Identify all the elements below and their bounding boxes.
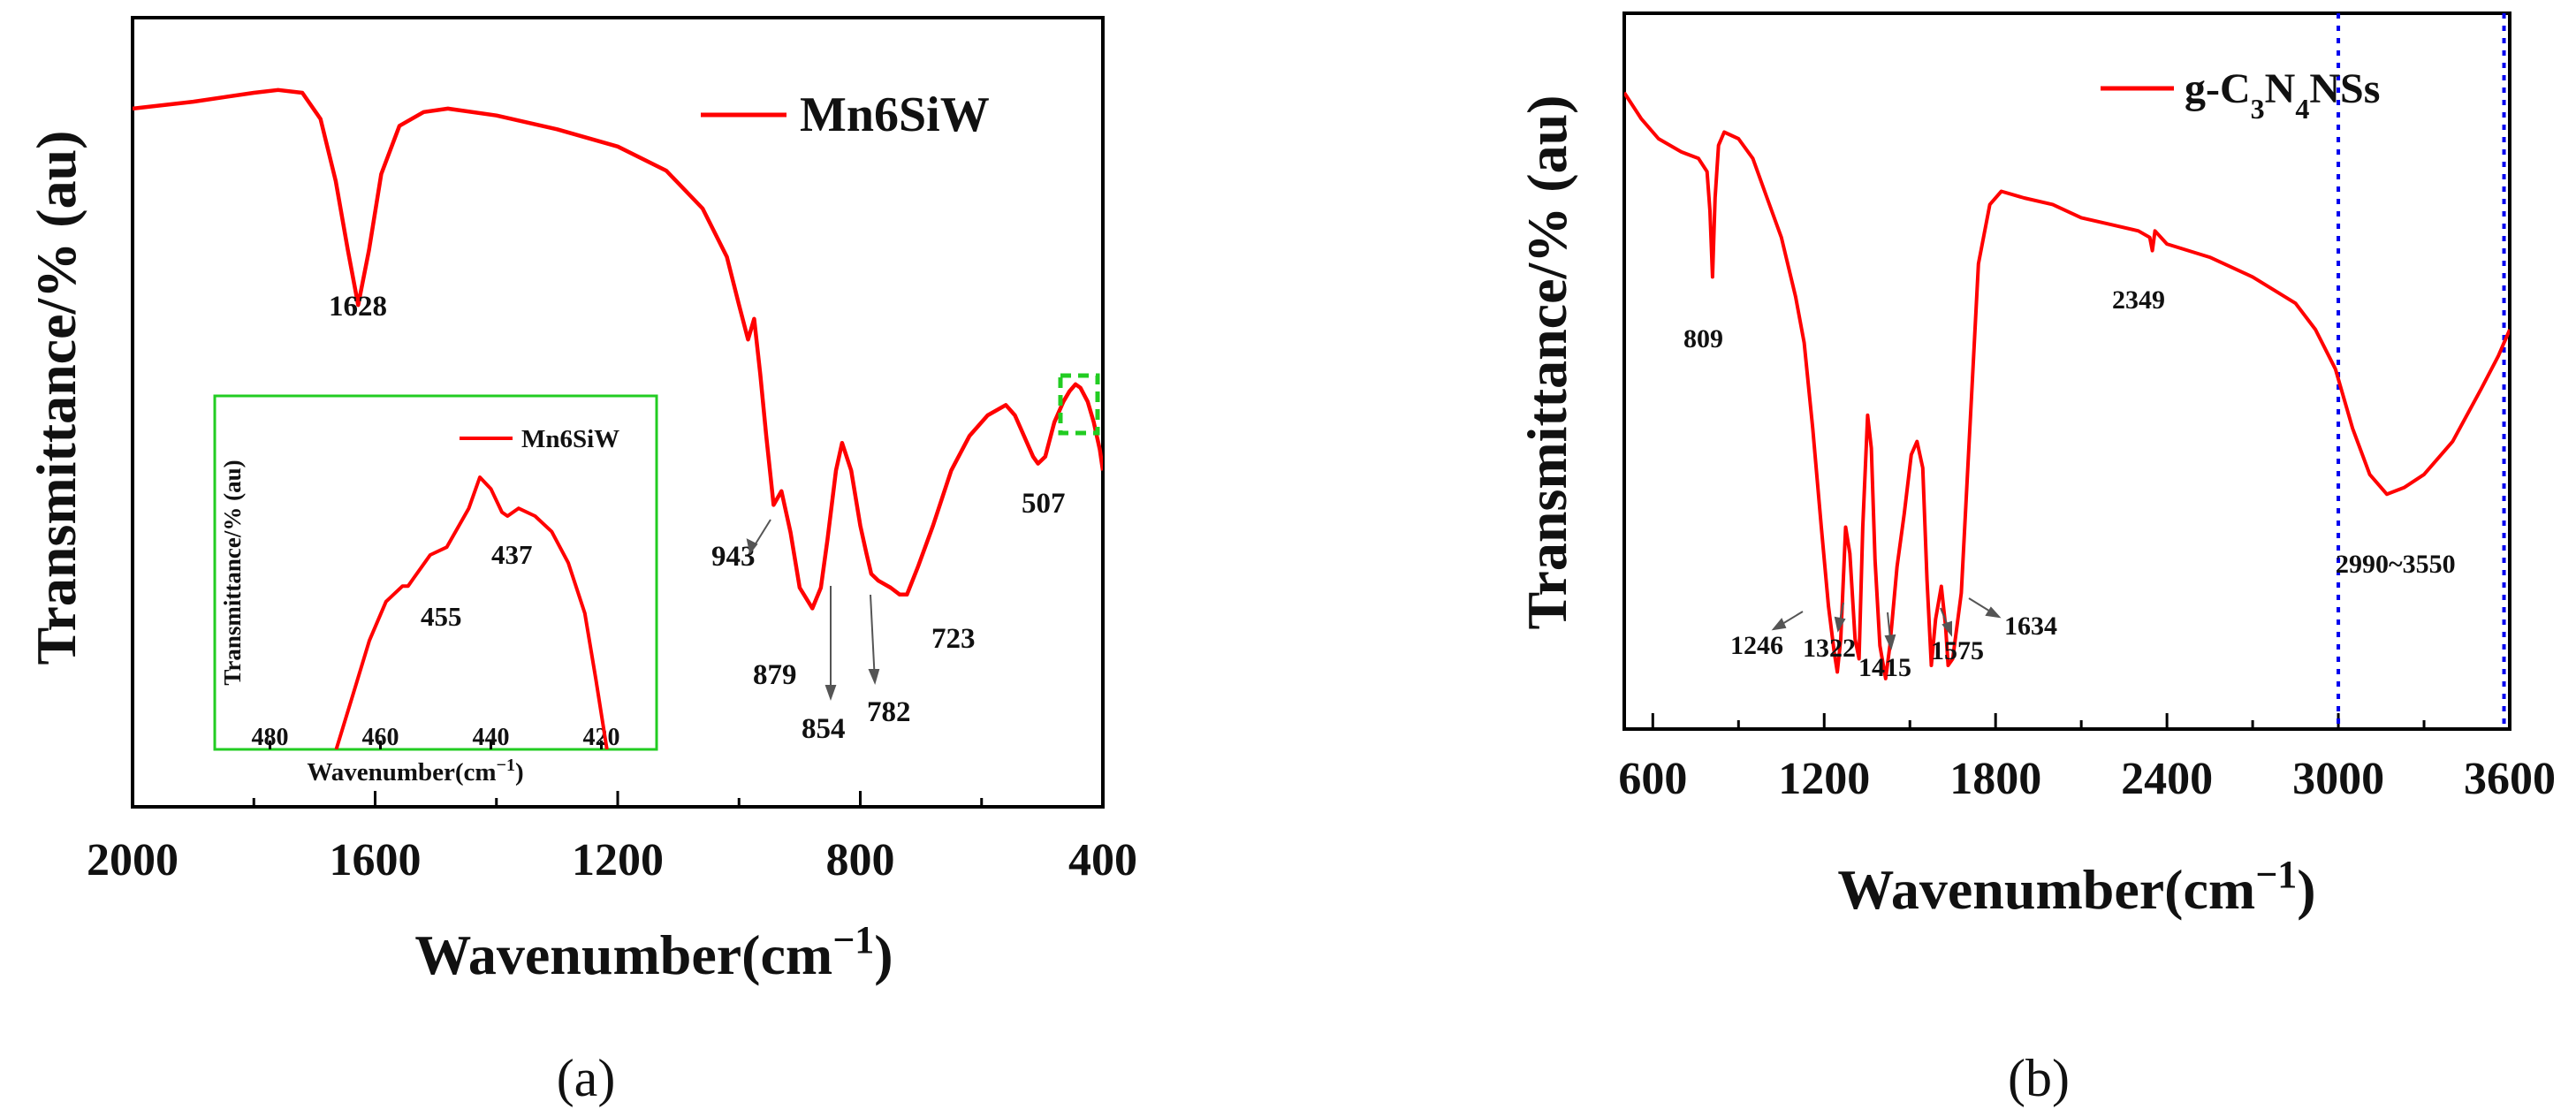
x-tick-a-label: 800	[826, 835, 895, 885]
annotation-507: 507	[1022, 488, 1066, 520]
annotation-1634: 1634	[2004, 612, 2057, 641]
annotation-1415: 1415	[1858, 653, 1911, 682]
annotation-1575: 1575	[1931, 636, 1984, 665]
inset-annotation-455: 455	[421, 601, 462, 632]
panel-label-a: (a)	[557, 1049, 616, 1107]
annotation-943: 943	[711, 541, 756, 573]
annotation-854: 854	[802, 713, 846, 745]
panel-a: 2000 1600 1200 800 400 Mn6SiW 1628 943 879 8…	[25, 16, 1137, 1107]
series-line-mn6siw	[133, 87, 1103, 611]
x-ticks-b: 600 1200 1800 2400 3000 3600	[1618, 713, 2556, 804]
annotation-879: 879	[753, 659, 797, 691]
reference-lines-b	[2337, 13, 2506, 729]
y-axis-title-a: Transmittance/% (au)	[25, 131, 87, 665]
x-tick-b-label: 2400	[2121, 754, 2213, 804]
annotation-arrows-a	[746, 519, 880, 701]
inset-x-tick-label: 440	[473, 724, 510, 751]
inset-x-title: Wavenumber(cm−1)	[307, 756, 523, 786]
x-axis-title-a: Wavenumber(cm−1)	[414, 918, 893, 987]
x-tick-b-label: 3600	[2464, 754, 2556, 804]
legend-b: g-C3N4NSs	[2101, 65, 2380, 125]
y-axis-title-b: Transmittance/% (au)	[1516, 95, 1578, 630]
zoom-box	[1058, 373, 1100, 436]
inset-a: 480 460 440 420 Mn6SiW 455 437 Wavenumber(c…	[213, 394, 658, 786]
inset-series-line	[334, 475, 609, 749]
annotation-1628: 1628	[329, 291, 387, 323]
inset-annotation-437: 437	[491, 539, 533, 570]
x-axis-title-b: Wavenumber(cm−1)	[1837, 853, 2315, 922]
annotation-1322: 1322	[1803, 634, 1856, 663]
annotation-809: 809	[1683, 324, 1723, 353]
panel-label-b: (b)	[2008, 1049, 2070, 1107]
x-tick-b-label: 3000	[2292, 754, 2384, 804]
plot-frame-b	[1622, 11, 2511, 731]
annotation-2349: 2349	[2112, 285, 2165, 315]
inset-y-title: Transmittance/% (au)	[219, 460, 246, 685]
inset-x-tick-label: 460	[362, 724, 399, 751]
inset-x-tick-label: 420	[583, 724, 620, 751]
inset-legend-label: Mn6SiW	[521, 425, 619, 453]
inset-x-ticks: 480 460 440 420	[252, 724, 620, 751]
annotation-2990-3550: 2990~3550	[2336, 550, 2456, 579]
inset-frame	[213, 394, 658, 751]
annotation-782: 782	[867, 696, 911, 728]
series-line-gc3n4nss	[1624, 91, 2510, 680]
x-tick-b-label: 600	[1618, 754, 1687, 804]
x-tick-a-label: 1200	[572, 835, 664, 885]
legend-label-b: g-C3N4NSs	[2185, 65, 2380, 125]
x-tick-b-label: 1800	[1949, 754, 2041, 804]
panel-b: 600 1200 1800 2400 3000 3600 g-C3N4NSs 809 23…	[1516, 11, 2556, 1107]
x-tick-b-label: 1200	[1778, 754, 1870, 804]
x-tick-a-label: 1600	[330, 835, 422, 885]
annotation-arrows-b	[1771, 597, 2002, 650]
legend-label-a: Mn6SiW	[800, 87, 990, 142]
x-ticks-a: 2000 1600 1200 800 400	[87, 791, 1137, 885]
x-tick-a-label: 400	[1068, 835, 1137, 885]
x-tick-a-label: 2000	[87, 835, 179, 885]
annotation-723: 723	[931, 623, 976, 655]
inset-x-tick-label: 480	[252, 724, 289, 751]
legend-a: Mn6SiW	[701, 87, 990, 142]
annotation-1246: 1246	[1730, 631, 1783, 660]
